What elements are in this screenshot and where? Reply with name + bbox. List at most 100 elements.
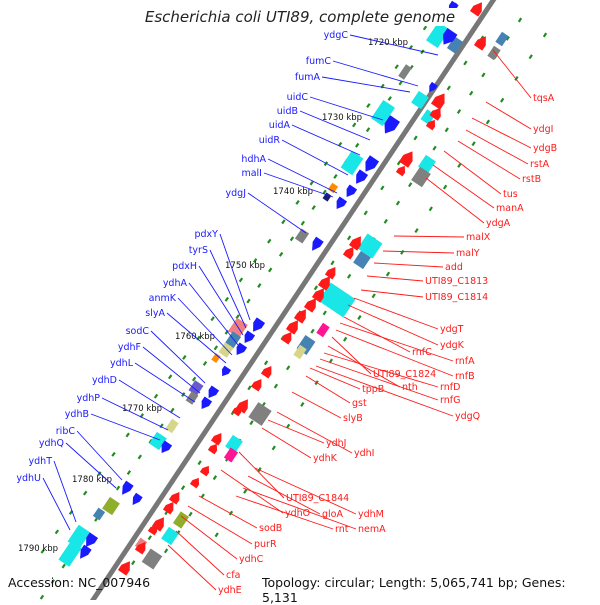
reverse-gene-label: UTI89_C1824 — [373, 369, 436, 380]
gene-features-layer — [80, 0, 486, 576]
leader-line — [485, 101, 532, 130]
reverse-gene-feature — [398, 151, 413, 168]
tick-mark — [422, 25, 428, 31]
forward-gene-label: ydhT — [29, 456, 53, 467]
leader-line — [347, 304, 439, 346]
tick-mark — [137, 454, 142, 460]
forward-gene-label: fumC — [306, 56, 332, 67]
tick-mark — [398, 80, 403, 86]
leader-line — [366, 275, 424, 282]
cog-blocks-layer — [58, 21, 509, 570]
tick-mark — [126, 470, 132, 475]
cog-block — [211, 353, 221, 363]
reverse-gene-label: sodB — [259, 523, 282, 534]
reverse-gene-label: tus — [503, 189, 518, 200]
forward-gene-label: uidA — [269, 120, 291, 131]
tick-mark — [210, 316, 215, 322]
tick-mark — [39, 594, 45, 600]
reverse-gene-label: add — [445, 262, 463, 273]
tick-mark — [267, 238, 272, 244]
forward-gene-feature — [86, 532, 99, 547]
tick-mark — [224, 329, 229, 335]
cog-block — [487, 45, 501, 61]
reverse-gene-feature — [134, 542, 146, 555]
leader-line — [309, 96, 384, 121]
reverse-gene-label: ydhK — [313, 453, 338, 464]
tick-mark — [131, 560, 136, 566]
reverse-gene-label: UTI89_C1813 — [425, 276, 488, 287]
reverse-gene-feature — [429, 108, 441, 121]
leader-line — [373, 262, 444, 268]
reverse-gene-label: ydgT — [440, 324, 464, 335]
tick-mark — [159, 423, 164, 429]
cog-block — [411, 166, 431, 188]
reverse-gene-feature — [395, 165, 406, 177]
cog-block — [426, 21, 450, 49]
cog-block — [58, 541, 82, 567]
reverse-gene-label: tppB — [362, 384, 384, 395]
leader-line — [327, 345, 401, 388]
forward-gene-feature — [356, 169, 369, 184]
reverse-gene-label: rnfC — [412, 347, 432, 358]
forward-gene-label: ydhF — [118, 342, 141, 353]
cog-block — [340, 150, 364, 176]
leader-line — [360, 289, 424, 298]
tick-mark — [400, 249, 405, 255]
reverse-gene-feature — [231, 405, 242, 417]
leader-line — [349, 34, 439, 56]
cog-block — [357, 233, 383, 259]
forward-gene-label: tyrS — [189, 245, 208, 256]
tick-mark — [40, 548, 45, 554]
leader-line — [432, 164, 495, 209]
tick-mark — [191, 376, 197, 382]
forward-gene-feature — [122, 480, 134, 495]
tick-mark — [83, 490, 88, 496]
reverse-gene-label: rnfB — [455, 371, 475, 382]
leader-line — [242, 487, 357, 530]
leader-line — [180, 515, 238, 560]
reverse-gene-label: ydhI — [354, 448, 374, 459]
reverse-gene-label: gst — [352, 398, 367, 409]
tick-mark — [413, 135, 418, 141]
forward-gene-label: pdxH — [172, 261, 197, 272]
leader-line — [238, 451, 285, 499]
tick-mark — [457, 162, 462, 168]
leader-line — [353, 297, 439, 330]
leader-line — [198, 265, 244, 336]
tick-mark — [442, 184, 448, 190]
cog-block — [293, 344, 307, 360]
tick-mark — [268, 267, 273, 273]
cog-block — [318, 282, 356, 318]
tick-mark — [224, 296, 229, 302]
reverse-gene-feature — [473, 36, 486, 51]
tick-mark — [371, 293, 376, 299]
leader-line — [339, 322, 454, 362]
forward-gene-feature — [429, 81, 438, 93]
leader-line — [247, 475, 321, 515]
reverse-gene-label: tqsA — [533, 93, 555, 104]
tick-mark — [281, 219, 286, 225]
tick-mark — [322, 310, 327, 316]
forward-gene-label: anmK — [149, 293, 177, 304]
forward-gene-label: ydhL — [110, 358, 134, 369]
reverse-gene-label: rnt — [335, 524, 349, 535]
leader-line — [323, 352, 439, 388]
cog-block — [185, 391, 199, 405]
leader-line — [305, 375, 351, 404]
tick-mark — [188, 511, 193, 517]
forward-gene-feature — [236, 342, 248, 355]
forward-gene-feature — [132, 492, 143, 505]
leader-line — [321, 76, 411, 93]
forward-gene-label: ydhQ — [39, 438, 64, 449]
cog-block — [398, 64, 412, 80]
reverse-gene-label: ydgK — [440, 340, 465, 351]
tick-mark — [528, 54, 533, 60]
reverse-gene-feature — [147, 524, 158, 536]
reverse-gene-label: rstB — [522, 174, 541, 185]
tick-mark — [505, 35, 510, 41]
tick-mark — [366, 103, 371, 108]
tick-mark — [485, 119, 491, 125]
leader-line — [188, 282, 239, 346]
leader-line — [291, 391, 342, 419]
leader-line — [219, 233, 251, 321]
